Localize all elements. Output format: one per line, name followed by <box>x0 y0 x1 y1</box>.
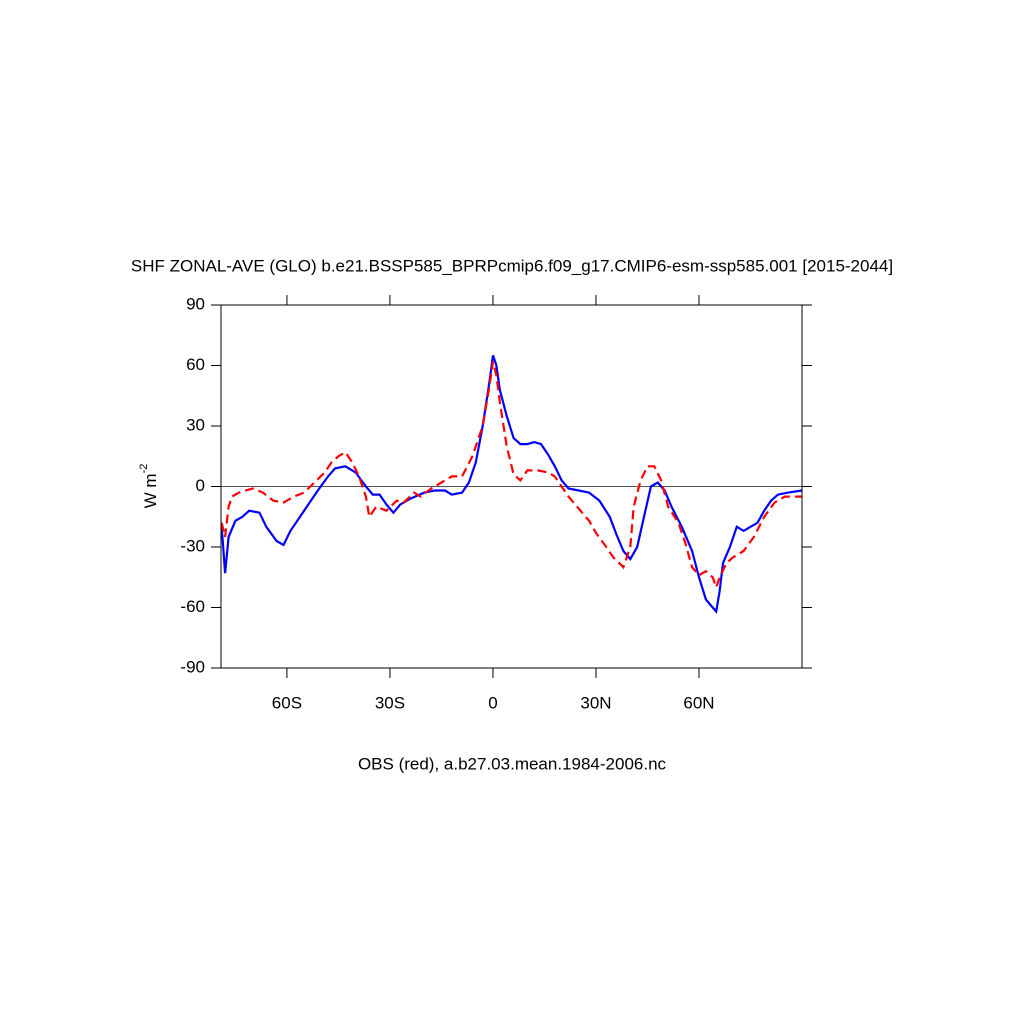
y-tick-label: 30 <box>186 415 205 434</box>
footer: OBS (red), a.b27.03.mean.1984-2006.nc <box>358 754 667 773</box>
y-tick-label: -30 <box>180 536 205 555</box>
y-tick-label: 90 <box>186 294 205 313</box>
y-axis-label-main: W m <box>141 473 160 508</box>
y-tick-label: 60 <box>186 355 205 374</box>
x-tick-label: 30S <box>375 693 405 712</box>
chart-title: SHF ZONAL-AVE (GLO) b.e21.BSSP585_BPRPcm… <box>131 256 893 275</box>
y-axis-label: W m-2 <box>138 464 161 509</box>
y-tick-label: -90 <box>180 657 205 676</box>
data-line <box>220 355 803 614</box>
data-line <box>220 361 802 591</box>
y-axis-label-superscript: -2 <box>138 464 150 474</box>
y-tick-label: 0 <box>196 476 205 495</box>
x-tick-label: 60N <box>683 693 714 712</box>
y-tick-label: -60 <box>180 597 205 616</box>
x-tick-label: 0 <box>488 693 497 712</box>
x-tick-label: 30N <box>580 693 611 712</box>
x-tick-label: 60S <box>272 693 302 712</box>
